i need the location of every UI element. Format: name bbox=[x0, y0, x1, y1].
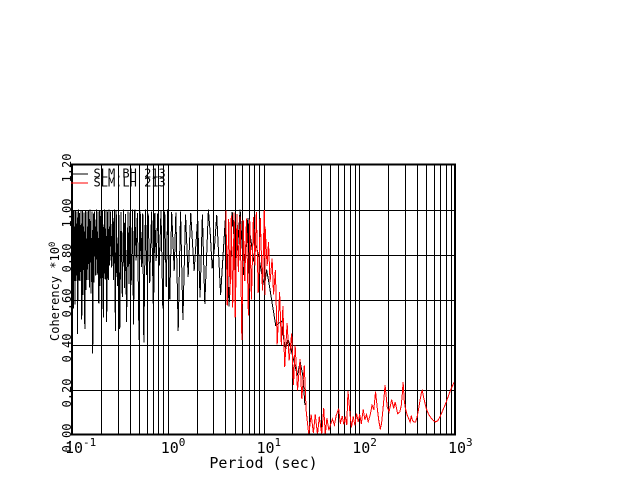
y-tick-label: 0.20 bbox=[60, 379, 74, 408]
x-tick-label: 10 bbox=[256, 439, 274, 457]
x-tick-exponent: -1 bbox=[83, 436, 96, 449]
y-axis-scale-exponent: 0 bbox=[48, 242, 58, 247]
x-tick-exponent: 0 bbox=[179, 436, 186, 449]
y-tick-label: 0.60 bbox=[60, 289, 74, 318]
legend-label-lh: SLM.LH 213 bbox=[94, 176, 166, 190]
x-tick-label: 10 bbox=[161, 439, 179, 457]
x-tick-label: 10 bbox=[352, 439, 370, 457]
y-tick-label: 0.40 bbox=[60, 334, 74, 363]
y-tick-label: 0.00 bbox=[60, 424, 74, 453]
x-tick-label: 10 bbox=[65, 439, 83, 457]
series-bh-trace bbox=[71, 209, 306, 405]
series-lh-trace bbox=[225, 210, 456, 435]
chart-generated-layer: 10 -1 10 0 10 1 10 2 10 30.000.200.400.600.801.00… bbox=[48, 154, 473, 457]
x-tick-label: 10 bbox=[448, 439, 466, 457]
x-tick-exponent: 3 bbox=[466, 436, 473, 449]
plot-border bbox=[71, 163, 456, 436]
legend-label-bh: SLM.BH 213 bbox=[94, 167, 166, 181]
x-tick-exponent: 1 bbox=[275, 436, 282, 449]
x-tick-exponent: 2 bbox=[370, 436, 377, 449]
x-axis-title: Period (sec) bbox=[209, 454, 317, 472]
y-tick-label: 1.20 bbox=[60, 154, 74, 183]
y-axis-title-text: Coherency *10 bbox=[48, 247, 62, 341]
y-tick-label: 0.80 bbox=[60, 244, 74, 273]
y-tick-label: 1.00 bbox=[60, 199, 74, 228]
y-axis-title: Coherency *100 bbox=[48, 242, 62, 341]
